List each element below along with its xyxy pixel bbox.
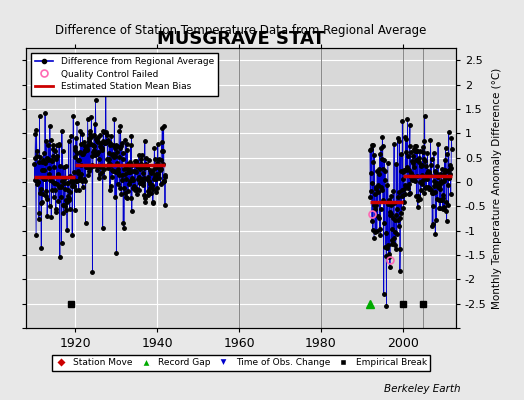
Title: MUSGRAVE STAT: MUSGRAVE STAT [157, 30, 325, 48]
Y-axis label: Monthly Temperature Anomaly Difference (°C): Monthly Temperature Anomaly Difference (… [492, 67, 502, 309]
Legend: Station Move, Record Gap, Time of Obs. Change, Empirical Break: Station Move, Record Gap, Time of Obs. C… [52, 355, 430, 371]
Text: Difference of Station Temperature Data from Regional Average: Difference of Station Temperature Data f… [56, 24, 427, 37]
Text: Berkeley Earth: Berkeley Earth [385, 384, 461, 394]
